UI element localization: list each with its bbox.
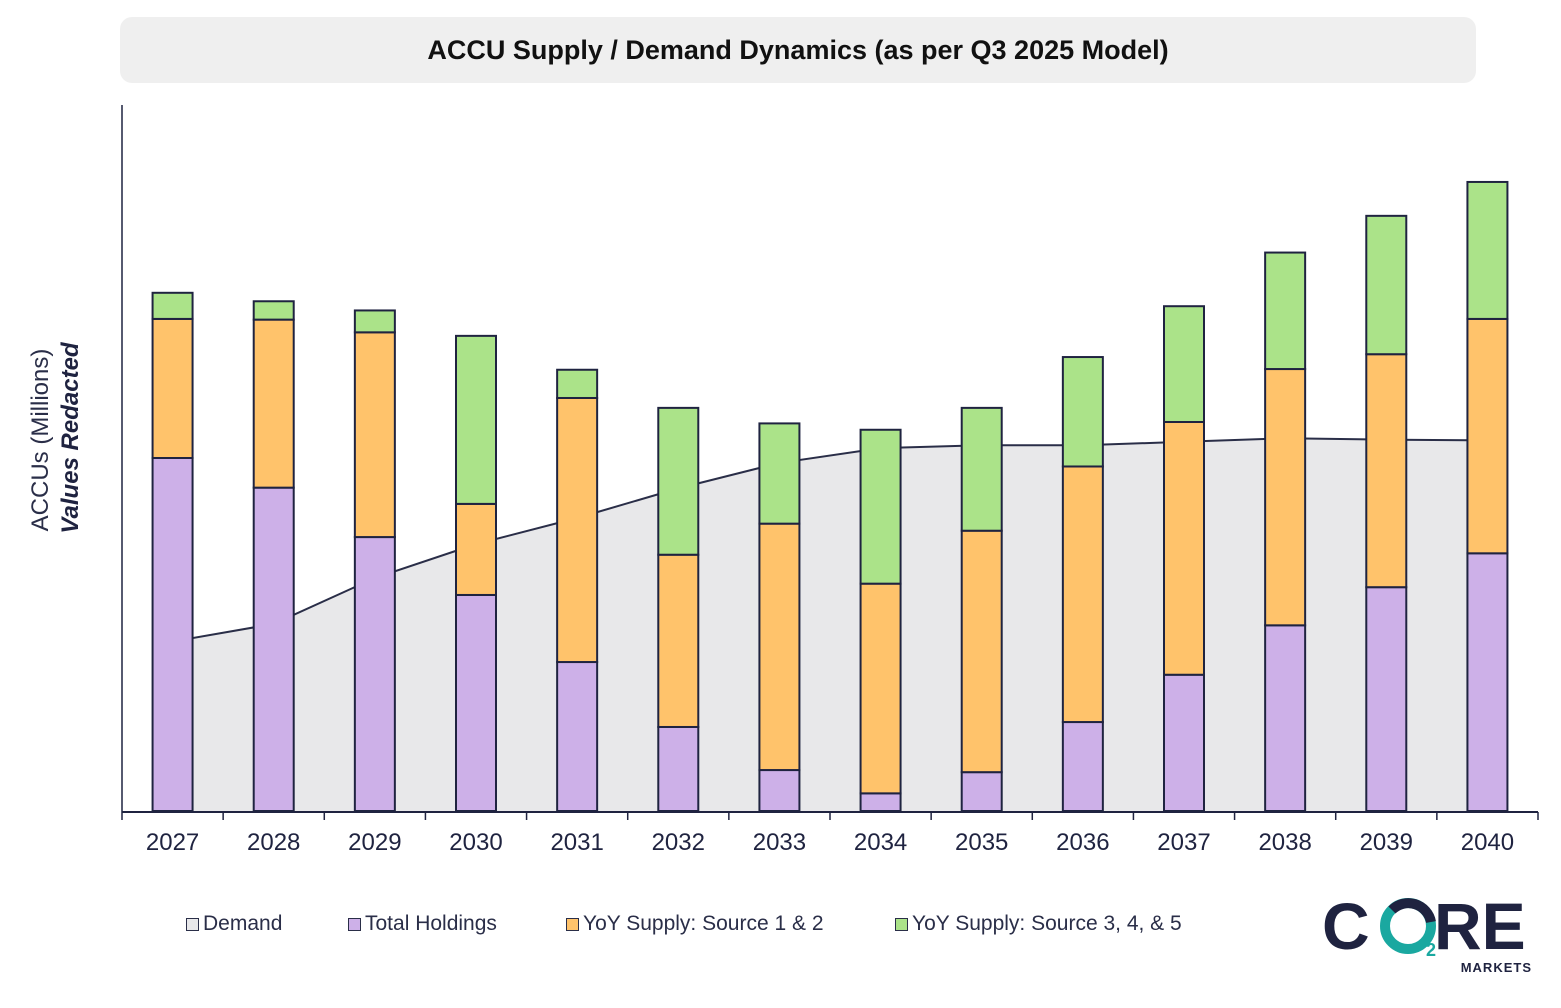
x-tick-label-2035: 2035 <box>955 829 1008 856</box>
legend-label-source-1-2: YoY Supply: Source 1 & 2 <box>583 912 824 935</box>
bar-2035-series-2 <box>960 529 1003 774</box>
bar-2037-series-2 <box>1163 420 1205 676</box>
bar-2031-series-1 <box>556 661 599 812</box>
logo-o-ring-icon <box>1380 898 1436 954</box>
bar-2029-series-3 <box>353 309 396 334</box>
core-markets-logo: C 2 RE MARKETS <box>1322 889 1532 975</box>
legend-label-demand: Demand <box>203 912 283 935</box>
legend-label-total-holdings: Total Holdings <box>365 912 497 935</box>
bar-2038-series-3 <box>1264 251 1307 371</box>
y-axis-note: Values Redacted <box>57 341 84 534</box>
bar-2038-series-2 <box>1264 368 1307 627</box>
bar-2032-series-3 <box>657 406 700 556</box>
legend-item-total-holdings: Total Holdings <box>348 912 497 936</box>
bar-2039-series-1 <box>1365 586 1408 812</box>
legend-swatch-source-1-2 <box>566 917 579 931</box>
bar-2036-series-1 <box>1061 721 1104 813</box>
bar-2029-series-1 <box>353 536 396 813</box>
bar-2037-series-1 <box>1163 673 1205 812</box>
bar-2036-series-2 <box>1061 465 1104 724</box>
chart-title-box: ACCU Supply / Demand Dynamics (as per Q3… <box>120 17 1476 83</box>
x-tick-label-2028: 2028 <box>247 829 300 856</box>
x-tick-label-2031: 2031 <box>550 829 603 856</box>
bar-2035-series-1 <box>960 771 1003 812</box>
x-tick-label-2032: 2032 <box>652 829 705 856</box>
bar-2032-series-2 <box>657 553 700 728</box>
legend-swatch-source-3-4-5 <box>895 917 908 931</box>
legend-swatch-total-holdings <box>348 917 361 931</box>
x-tick-label-2038: 2038 <box>1258 829 1311 856</box>
chart-title: ACCU Supply / Demand Dynamics (as per Q3… <box>427 34 1169 65</box>
legend-item-demand: Demand <box>186 912 282 936</box>
x-tick-label-2040: 2040 <box>1461 829 1514 856</box>
bar-2028-series-1 <box>252 486 295 812</box>
bar-2036-series-3 <box>1061 356 1104 468</box>
bar-2027-series-1 <box>151 457 194 812</box>
demand-area <box>172 438 1488 811</box>
bar-2040-series-2 <box>1466 317 1509 555</box>
x-tick-label-2034: 2034 <box>854 829 907 856</box>
logo-subscript: 2 <box>1426 940 1436 960</box>
bar-2030-series-3 <box>455 334 497 505</box>
bar-2033-series-1 <box>758 769 801 812</box>
bar-2035-series-3 <box>960 406 1003 532</box>
bar-2028-series-2 <box>252 318 295 489</box>
x-tick-label-2039: 2039 <box>1360 829 1413 856</box>
bar-2034-series-1 <box>859 792 902 812</box>
bar-2034-series-2 <box>859 582 902 795</box>
bar-2027-series-2 <box>151 317 194 459</box>
bar-2040-series-1 <box>1466 552 1509 812</box>
bar-2029-series-2 <box>353 331 396 539</box>
x-tick-label-2027: 2027 <box>146 829 199 856</box>
bar-2028-series-3 <box>252 300 295 321</box>
logo-letters-re: RE <box>1434 889 1526 963</box>
legend-item-source-3-4-5: YoY Supply: Source 3, 4, & 5 <box>895 912 1182 936</box>
bar-2032-series-1 <box>657 725 700 813</box>
x-tick-label-2030: 2030 <box>449 829 502 856</box>
bar-2040-series-3 <box>1466 180 1509 320</box>
bar-2030-series-1 <box>455 593 497 812</box>
x-tick-label-2037: 2037 <box>1157 829 1210 856</box>
logo-letter-c: C <box>1322 889 1370 963</box>
bar-2027-series-3 <box>151 291 194 320</box>
bar-2034-series-3 <box>859 428 902 585</box>
logo-tagline: MARKETS <box>1461 960 1532 975</box>
bar-2033-series-3 <box>758 422 801 525</box>
legend-swatch-demand <box>186 917 199 931</box>
bar-2030-series-2 <box>455 502 497 596</box>
legend-item-source-1-2: YoY Supply: Source 1 & 2 <box>566 912 824 936</box>
bar-2039-series-3 <box>1365 214 1408 356</box>
x-tick-label-2029: 2029 <box>348 829 401 856</box>
bar-2038-series-1 <box>1264 624 1307 813</box>
bar-2031-series-3 <box>556 368 599 399</box>
bar-2037-series-3 <box>1163 305 1205 423</box>
x-tick-label-2033: 2033 <box>753 829 806 856</box>
bar-2033-series-2 <box>758 522 801 772</box>
legend-label-source-3-4-5: YoY Supply: Source 3, 4, & 5 <box>912 912 1182 935</box>
x-tick-label-2036: 2036 <box>1056 829 1109 856</box>
bar-2039-series-2 <box>1365 353 1408 589</box>
bar-2031-series-2 <box>556 396 599 664</box>
y-axis-label: ACCUs (Millions) <box>27 349 54 532</box>
